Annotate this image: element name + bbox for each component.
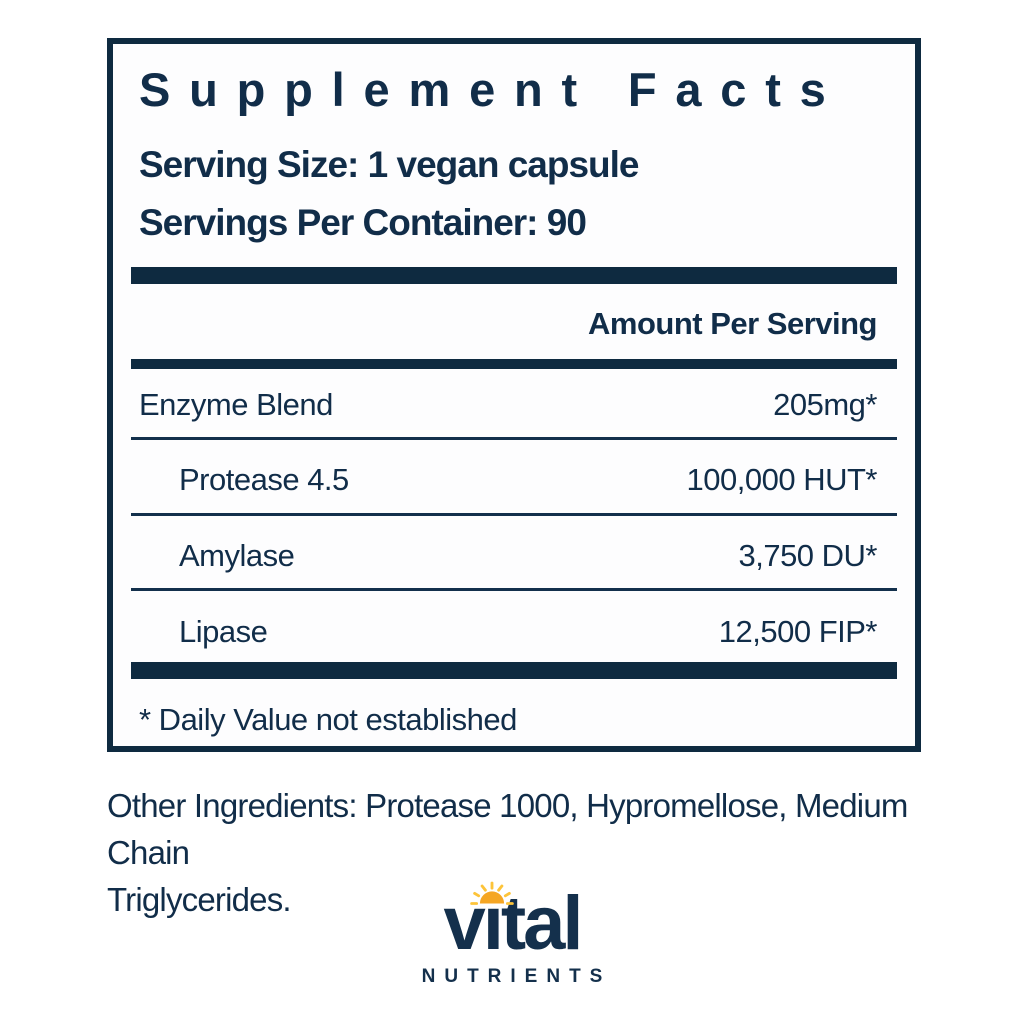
ingredient-name: Enzyme Blend <box>139 387 333 422</box>
serving-size: Serving Size: 1 vegan capsule <box>139 144 639 185</box>
brand-logo: v ıtal NUTRIENTS <box>0 881 1024 988</box>
brand-name: v ıtal <box>443 881 584 966</box>
thick-rule-top <box>131 267 897 284</box>
panel-title: Supplement Facts <box>139 63 845 116</box>
brand-letter: tal <box>500 881 584 966</box>
brand-letter-i: ı <box>470 881 514 964</box>
table-row: Protease 4.5 100,000 HUT* <box>139 462 878 498</box>
ingredient-name: Lipase <box>179 614 268 649</box>
other-ingredients-line: Triglycerides. <box>107 881 292 918</box>
ingredient-amount: 3,750 DU* <box>738 538 877 573</box>
daily-value-footnote: * Daily Value not established <box>139 702 517 737</box>
ingredient-name: Protease 4.5 <box>179 462 349 497</box>
row-divider <box>131 588 897 591</box>
other-ingredients-line: Other Ingredients: Protease 1000, Hyprom… <box>107 787 908 871</box>
other-ingredients: Other Ingredients: Protease 1000, Hyprom… <box>107 782 957 923</box>
sun-icon <box>470 881 514 905</box>
ingredient-amount: 12,500 FIP* <box>718 614 878 649</box>
ingredient-name: Amylase <box>179 538 295 573</box>
servings-per-container: Servings Per Container: 90 <box>139 202 587 243</box>
supplement-facts-panel: Supplement Facts Serving Size: 1 vegan c… <box>107 38 921 752</box>
ingredient-amount: 205mg* <box>773 387 877 422</box>
thick-rule-bottom <box>131 662 897 679</box>
table-row: Enzyme Blend 205mg* <box>139 387 877 423</box>
row-divider <box>131 513 897 516</box>
table-row: Amylase 3,750 DU* <box>139 538 877 574</box>
brand-subtitle: NUTRIENTS <box>421 966 612 987</box>
row-divider <box>131 437 897 440</box>
table-row: Lipase 12,500 FIP* <box>139 614 878 650</box>
thick-rule-header <box>131 359 897 369</box>
amount-per-serving-header: Amount Per Serving <box>588 306 878 341</box>
ingredient-amount: 100,000 HUT* <box>686 462 878 497</box>
